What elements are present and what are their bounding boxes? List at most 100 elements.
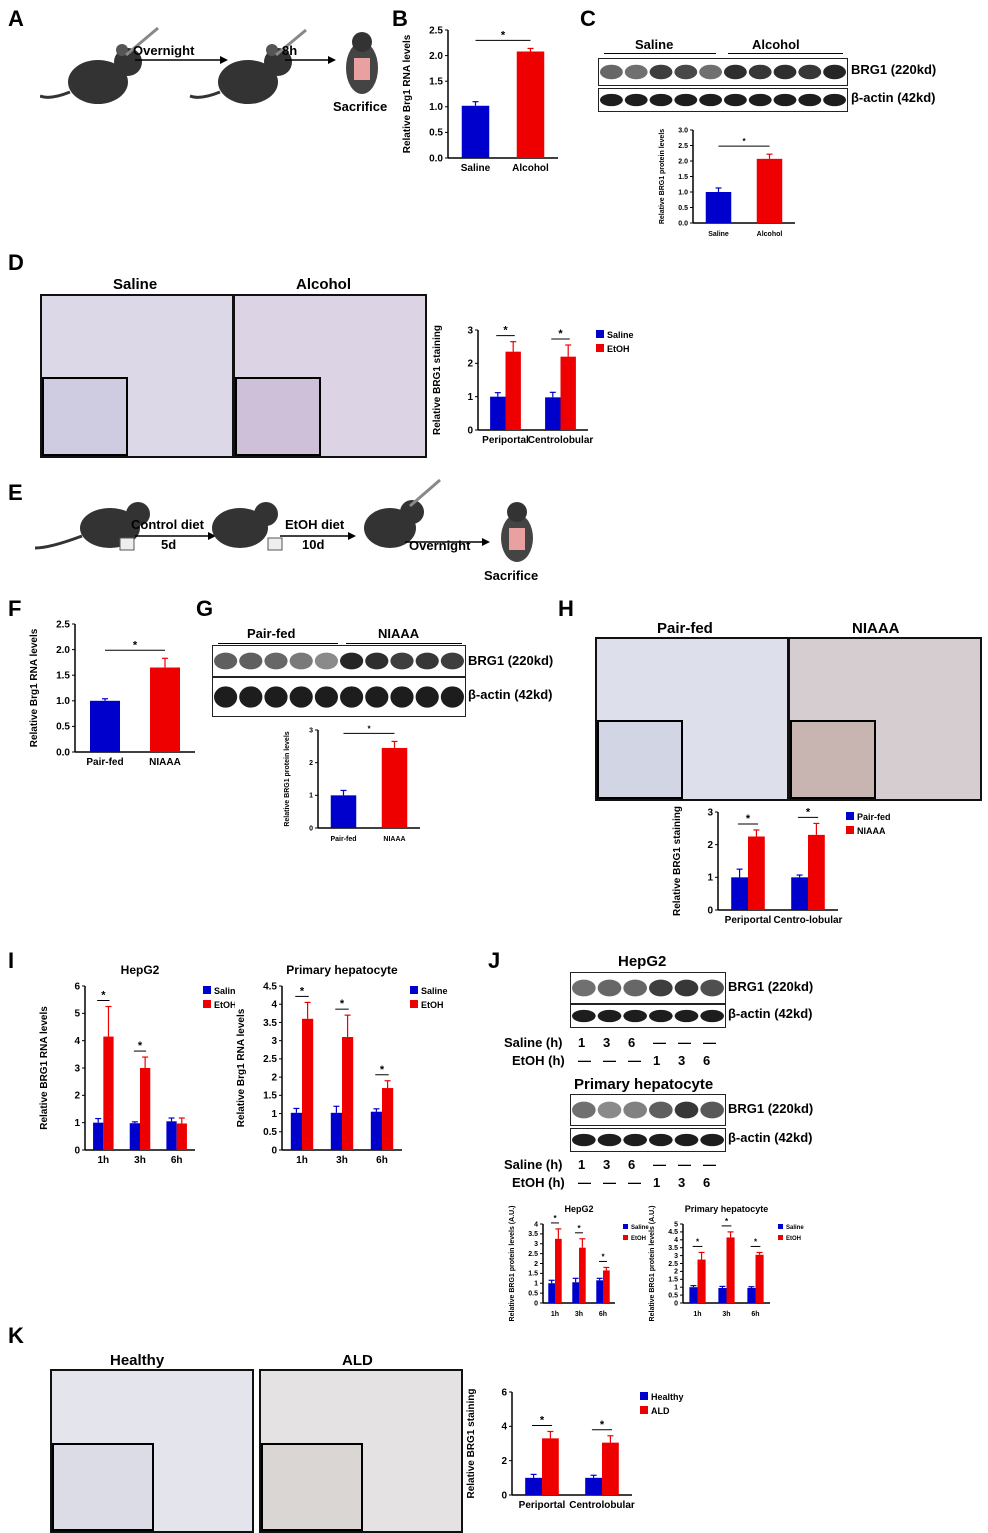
panel-letter-c: C bbox=[580, 6, 596, 31]
y-tick-label: 2 bbox=[534, 1261, 538, 1268]
bar bbox=[731, 877, 748, 910]
y-tick-label: 4.5 bbox=[263, 981, 277, 992]
y-tick-label: 2.0 bbox=[678, 158, 688, 165]
legend-swatch bbox=[778, 1224, 783, 1229]
legend-label: EtOH bbox=[214, 1000, 235, 1010]
significance-star: * bbox=[553, 1214, 557, 1223]
bar bbox=[602, 1442, 619, 1495]
bar bbox=[756, 158, 783, 223]
legend-swatch bbox=[846, 812, 854, 820]
x-tick-label: Periportal bbox=[519, 1500, 566, 1511]
image-label-pairfed: Pair-fed bbox=[657, 620, 713, 637]
y-tick-label: 0.5 bbox=[429, 128, 443, 139]
significance-star: * bbox=[577, 1224, 581, 1233]
blot-band bbox=[823, 64, 847, 80]
bar bbox=[381, 747, 408, 828]
blot-title-hepg2: HepG2 bbox=[618, 953, 667, 970]
histology-image-healthy bbox=[50, 1369, 254, 1533]
x-tick-label: NIAAA bbox=[383, 836, 405, 843]
legend-label: Saline bbox=[607, 330, 634, 340]
blot-band bbox=[415, 652, 439, 670]
chart-c: 0.0 0.5 1.0 1.5 2.0 2.5 3.0 Relative BRG1 prote… bbox=[659, 127, 795, 238]
blot-band bbox=[674, 1133, 699, 1147]
syringe-icon bbox=[125, 26, 159, 57]
panel-a-schematic bbox=[40, 26, 378, 104]
legend-swatch bbox=[203, 1000, 211, 1008]
band-label-actin-j1: β-actin (42kd) bbox=[728, 1006, 813, 1021]
significance-star: * bbox=[558, 328, 563, 340]
legend-swatch bbox=[640, 1392, 648, 1400]
legend-swatch bbox=[640, 1406, 648, 1414]
dissected-mouse-icon bbox=[501, 502, 533, 562]
blot-band bbox=[440, 686, 464, 708]
y-tick-label: 0 bbox=[674, 1300, 678, 1307]
blot-band bbox=[214, 686, 238, 708]
western-blot-brg1 bbox=[598, 58, 848, 86]
y-tick-label: 0 bbox=[707, 905, 713, 916]
blot-band bbox=[623, 1009, 647, 1023]
blot-title-primary: Primary hepatocyte bbox=[574, 1076, 714, 1093]
x-tick-label: Centrolobular bbox=[528, 435, 594, 446]
blot-band bbox=[390, 652, 414, 670]
bar bbox=[689, 1287, 698, 1303]
bar bbox=[150, 667, 180, 752]
y-tick-label: 2 bbox=[309, 760, 313, 767]
y-tick-label: 0 bbox=[501, 1490, 507, 1501]
y-tick-label: 0.5 bbox=[528, 1290, 538, 1297]
y-tick-label: 4.5 bbox=[668, 1229, 678, 1236]
blot-band bbox=[289, 652, 313, 670]
bar bbox=[129, 1123, 140, 1150]
significance-star: * bbox=[101, 990, 106, 1002]
blot-band bbox=[674, 64, 698, 80]
significance-star: * bbox=[340, 998, 345, 1010]
blot-band bbox=[572, 1009, 596, 1023]
group-label-niaaa: NIAAA bbox=[378, 626, 420, 641]
y-tick-label: 5 bbox=[74, 1009, 80, 1020]
legend-swatch bbox=[596, 344, 604, 352]
panel-letter-h: H bbox=[558, 596, 574, 621]
bar bbox=[370, 1111, 382, 1150]
etoh-hours-label: EtOH (h) bbox=[512, 1053, 565, 1068]
y-axis-label: Relative BRG1 staining bbox=[466, 1388, 477, 1498]
blot-band bbox=[699, 64, 723, 80]
x-tick-label: Saline bbox=[461, 163, 491, 174]
blot-band bbox=[748, 93, 772, 107]
legend-label: EtOH bbox=[607, 344, 630, 354]
bar bbox=[302, 1018, 314, 1150]
y-tick-label: 1 bbox=[674, 1285, 678, 1292]
y-tick-label: 0 bbox=[467, 425, 473, 436]
blot-band bbox=[314, 652, 338, 670]
blot-band bbox=[773, 93, 797, 107]
bar bbox=[90, 700, 120, 752]
x-tick-label: Periportal bbox=[725, 915, 772, 926]
blot-band bbox=[624, 93, 648, 107]
y-tick-label: 3.5 bbox=[668, 1245, 678, 1252]
y-tick-label: 3 bbox=[707, 807, 713, 818]
y-tick-label: 3 bbox=[74, 1063, 80, 1074]
bar bbox=[718, 1287, 727, 1303]
bar bbox=[461, 105, 490, 158]
western-blot-actin-primary bbox=[570, 1128, 726, 1152]
blot-band bbox=[823, 93, 847, 107]
bar bbox=[93, 1122, 104, 1150]
bar bbox=[330, 1112, 342, 1150]
legend-label: Healthy bbox=[651, 1392, 684, 1402]
y-tick-label: 1.0 bbox=[56, 696, 70, 707]
blot-band bbox=[623, 979, 647, 997]
group-label-saline: Saline bbox=[635, 37, 674, 52]
x-tick-label: 3h bbox=[575, 1311, 583, 1318]
mouse-icon bbox=[189, 44, 292, 104]
blot-band bbox=[239, 652, 263, 670]
blot-band bbox=[599, 93, 623, 107]
legend-label: EtOH bbox=[421, 1000, 444, 1010]
cup-icon bbox=[267, 537, 283, 551]
step-10d: 10d bbox=[302, 537, 325, 552]
band-label-brg1-g: BRG1 (220kd) bbox=[468, 653, 554, 668]
legend-label: EtOH bbox=[631, 1236, 646, 1242]
blot-band bbox=[624, 64, 648, 80]
western-blot-actin bbox=[598, 88, 848, 112]
x-tick-label: 3h bbox=[722, 1311, 730, 1318]
step-overnight-e: Overnight bbox=[409, 538, 471, 553]
legend-label: Saline bbox=[631, 1225, 649, 1231]
y-tick-label: 1.5 bbox=[528, 1271, 538, 1278]
